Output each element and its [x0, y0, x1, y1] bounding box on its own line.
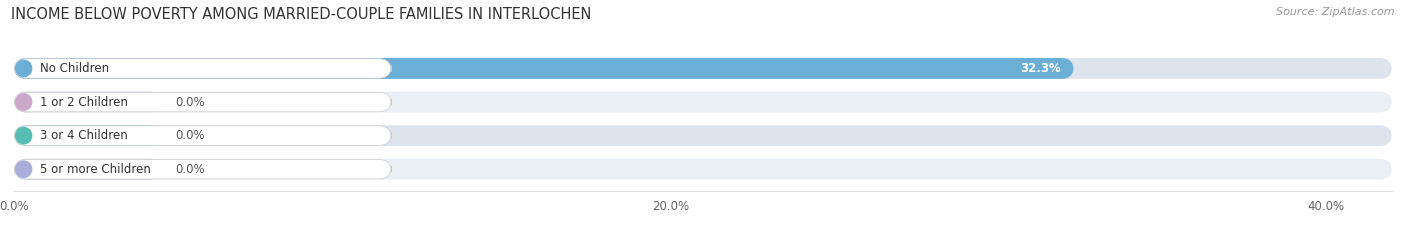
FancyBboxPatch shape	[14, 159, 162, 180]
Text: 0.0%: 0.0%	[174, 129, 204, 142]
Text: Source: ZipAtlas.com: Source: ZipAtlas.com	[1277, 7, 1395, 17]
FancyBboxPatch shape	[14, 58, 1074, 79]
FancyBboxPatch shape	[14, 92, 391, 112]
FancyBboxPatch shape	[14, 159, 1392, 180]
Text: INCOME BELOW POVERTY AMONG MARRIED-COUPLE FAMILIES IN INTERLOCHEN: INCOME BELOW POVERTY AMONG MARRIED-COUPL…	[11, 7, 592, 22]
FancyBboxPatch shape	[14, 58, 1392, 79]
Text: 32.3%: 32.3%	[1019, 62, 1060, 75]
Text: 0.0%: 0.0%	[174, 96, 204, 109]
Circle shape	[15, 60, 32, 77]
Circle shape	[15, 161, 32, 177]
FancyBboxPatch shape	[14, 92, 162, 113]
Circle shape	[15, 94, 32, 110]
Text: No Children: No Children	[39, 62, 108, 75]
FancyBboxPatch shape	[14, 125, 162, 146]
Text: 3 or 4 Children: 3 or 4 Children	[39, 129, 128, 142]
Text: 1 or 2 Children: 1 or 2 Children	[39, 96, 128, 109]
FancyBboxPatch shape	[14, 126, 391, 145]
Circle shape	[15, 127, 32, 144]
FancyBboxPatch shape	[14, 159, 391, 179]
Text: 5 or more Children: 5 or more Children	[39, 163, 150, 176]
FancyBboxPatch shape	[14, 59, 391, 78]
FancyBboxPatch shape	[14, 125, 1392, 146]
FancyBboxPatch shape	[14, 92, 1392, 113]
Text: 0.0%: 0.0%	[174, 163, 204, 176]
